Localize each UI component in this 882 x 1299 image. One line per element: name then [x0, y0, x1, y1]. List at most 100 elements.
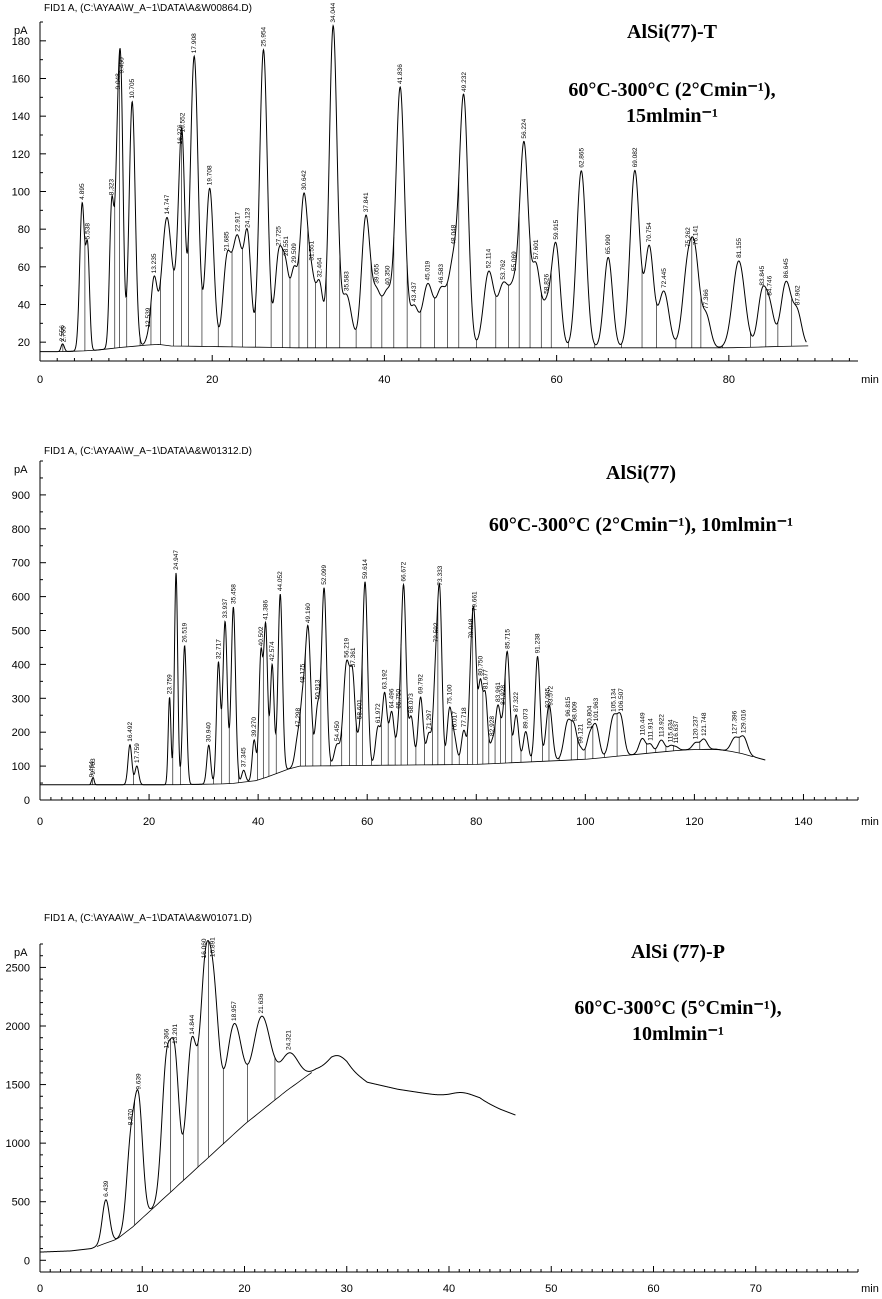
- x-tick-label: 60: [551, 374, 563, 386]
- peak-label: 76.141: [693, 225, 700, 245]
- peak-label: 110.449: [639, 712, 646, 735]
- y-tick-label: 800: [12, 524, 30, 536]
- peak-label: 59.614: [362, 559, 369, 579]
- peak-label: 16.891: [210, 937, 217, 957]
- peak-label: 24.321: [286, 1030, 293, 1050]
- run-conditions: 60°C-300°C (2°Cmin⁻¹), 10mlmin⁻¹: [489, 514, 793, 536]
- y-tick-label: 500: [12, 1197, 30, 1209]
- peak-label: 63.192: [382, 669, 389, 689]
- x-tick-label: 60: [647, 1283, 659, 1295]
- x-tick-label: 40: [252, 816, 264, 828]
- peak-label: 93.572: [547, 686, 554, 706]
- peak-label: 65.750: [396, 688, 403, 708]
- peak-label: 35.583: [343, 271, 350, 291]
- peak-label: 33.937: [222, 598, 229, 618]
- peak-label: 2.556: [59, 325, 66, 342]
- peak-label: 16.276: [177, 124, 184, 144]
- peak-label: 9.464: [89, 761, 96, 778]
- peak-label: 68.073: [408, 693, 415, 713]
- peak-label: 81.155: [736, 238, 743, 258]
- y-tick-label: 80: [18, 224, 30, 236]
- peak-label: 13.201: [172, 1024, 179, 1044]
- peak-label: 35.458: [230, 584, 237, 604]
- peak-label: 64.496: [389, 688, 396, 708]
- peak-label: 116.637: [673, 720, 680, 743]
- peak-label: 47.298: [295, 707, 302, 727]
- peak-label: 9.763: [90, 758, 97, 775]
- x-tick-label: 20: [143, 816, 155, 828]
- y-tick-label: 60: [18, 262, 30, 274]
- chromatogram-panel-3: FID1 A, (C:\AYAA\W_A~1\DATA\A&W01071.D)p…: [6, 913, 879, 1295]
- peak-label: 17.759: [134, 743, 141, 763]
- peak-label: 21.685: [224, 231, 231, 251]
- y-axis-label: pA: [14, 947, 28, 959]
- chart-title: AlSi(77)-T: [627, 21, 718, 43]
- peak-label: 73.333: [437, 565, 444, 585]
- y-tick-label: 120: [12, 149, 30, 161]
- y-axis-label: pA: [14, 464, 28, 476]
- peak-label: 71.297: [426, 709, 433, 729]
- file-header: FID1 A, (C:\AYAA\W_A~1\DATA\A&W01312.D): [44, 446, 252, 457]
- y-tick-label: 600: [12, 592, 30, 604]
- peak-label: 49.232: [461, 72, 468, 92]
- peak-label: 101.963: [593, 697, 600, 721]
- peak-label: 37.345: [241, 747, 248, 767]
- peak-label: 40.350: [384, 265, 391, 285]
- integration-baseline: [58, 343, 809, 352]
- peak-label: 79.048: [468, 618, 475, 638]
- peak-label: 10.705: [129, 78, 136, 98]
- peak-label: 29.509: [291, 243, 298, 263]
- y-tick-label: 180: [12, 36, 30, 48]
- x-tick-label: 80: [470, 816, 482, 828]
- peak-label: 37.841: [363, 192, 370, 212]
- peak-label: 34.044: [330, 2, 337, 22]
- peak-label: 8.323: [109, 179, 116, 196]
- peak-label: 23.759: [167, 674, 174, 694]
- peak-label: 59.915: [553, 219, 560, 239]
- peak-label: 26.519: [182, 622, 189, 642]
- x-tick-label: 40: [443, 1283, 455, 1295]
- peak-label: 6.439: [103, 1180, 110, 1197]
- x-tick-label: 0: [37, 1283, 43, 1295]
- peak-label: 77.718: [461, 707, 468, 727]
- peak-label: 93.095: [545, 687, 552, 707]
- peak-label: 69.792: [418, 674, 425, 694]
- peak-label: 83.845: [759, 265, 766, 285]
- chart-title: AlSi (77)-P: [631, 941, 725, 963]
- peak-label: 120.237: [693, 715, 700, 739]
- peak-label: 99.121: [578, 723, 585, 743]
- y-tick-label: 2000: [6, 1021, 30, 1033]
- peak-label: 113.922: [658, 714, 665, 737]
- peak-label: 76.017: [452, 711, 459, 731]
- peak-label: 43.437: [411, 282, 418, 302]
- integration-baseline: [96, 1072, 312, 1247]
- y-tick-label: 100: [12, 761, 30, 773]
- peak-label: 75.100: [447, 684, 454, 704]
- peak-label: 89.073: [523, 708, 530, 728]
- peak-label: 62.865: [578, 148, 585, 168]
- peak-label: 61.972: [375, 703, 382, 723]
- y-axis-label: pA: [14, 25, 28, 37]
- x-tick-label: 30: [341, 1283, 353, 1295]
- peak-label: 81.677: [482, 669, 489, 689]
- y-tick-label: 2500: [6, 962, 30, 974]
- peak-label: 21.636: [258, 993, 265, 1013]
- peak-label: 46.583: [438, 264, 445, 284]
- peak-label: 8.870: [128, 1109, 135, 1126]
- x-tick-label: 70: [750, 1283, 762, 1295]
- chromatogram-panel-2: FID1 A, (C:\AYAA\W_A~1\DATA\A&W01312.D)p…: [12, 446, 879, 828]
- peak-label: 48.175: [300, 663, 307, 683]
- peak-label: 16.492: [127, 721, 134, 741]
- y-tick-label: 0: [24, 1255, 30, 1267]
- peak-label: 91.238: [535, 633, 542, 653]
- y-tick-label: 300: [12, 693, 30, 705]
- peak-label: 9.048: [115, 73, 122, 90]
- peak-label: 77.366: [703, 289, 710, 309]
- y-tick-label: 160: [12, 74, 30, 86]
- run-conditions: 60°C-300°C (2°Cmin⁻¹),: [568, 79, 775, 101]
- peak-label: 96.815: [565, 696, 572, 716]
- peak-label: 58.826: [544, 273, 551, 293]
- peak-label: 111.914: [647, 718, 654, 741]
- peak-label: 41.386: [263, 600, 270, 620]
